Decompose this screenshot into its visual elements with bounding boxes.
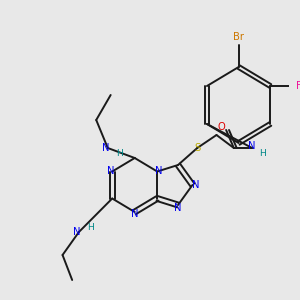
Text: F: F (296, 81, 300, 91)
Text: S: S (194, 143, 200, 153)
Text: O: O (218, 122, 225, 132)
Text: N: N (106, 167, 114, 176)
Text: H: H (259, 149, 266, 158)
Text: N: N (155, 167, 163, 176)
Text: N: N (174, 203, 182, 213)
Text: N: N (248, 141, 256, 151)
Text: N: N (192, 180, 199, 190)
Text: N: N (73, 227, 81, 237)
Text: H: H (87, 223, 94, 232)
Text: Br: Br (233, 32, 244, 42)
Text: N: N (102, 143, 110, 153)
Text: H: H (116, 148, 123, 158)
Text: N: N (131, 209, 139, 219)
